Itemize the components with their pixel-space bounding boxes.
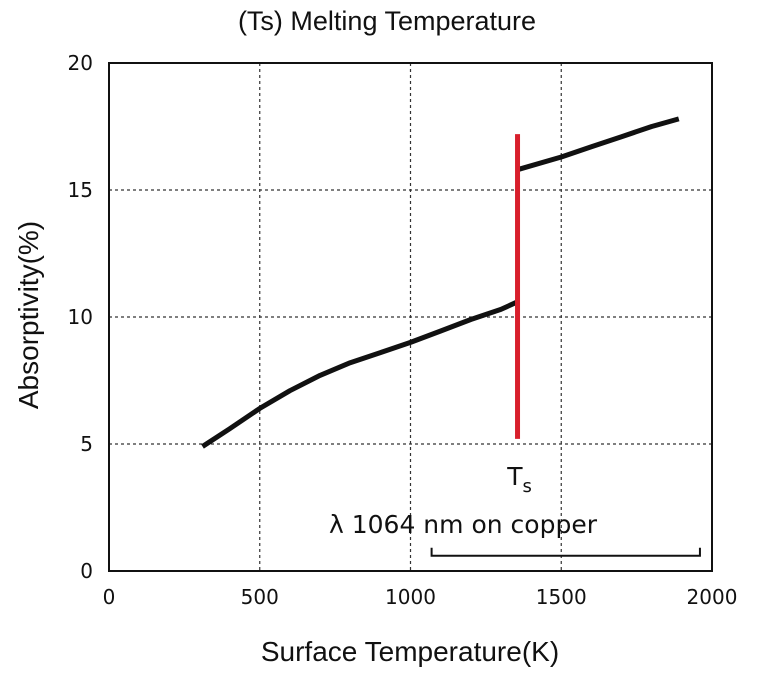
x-tick-label: 0 <box>103 585 116 609</box>
x-axis-label: Surface Temperature(K) <box>261 636 559 667</box>
y-tick-label: 20 <box>68 51 93 75</box>
x-tick-label: 1000 <box>385 585 436 609</box>
chart-title: (Ts) Melting Temperature <box>238 6 536 36</box>
y-tick-labels: 0 5 10 15 20 <box>68 51 93 583</box>
melting-point-label-sub: s <box>522 476 531 497</box>
x-tick-label: 1500 <box>536 585 587 609</box>
series-lines <box>201 116 680 449</box>
y-tick-label: 5 <box>80 432 93 456</box>
melting-point-label: Ts <box>506 462 532 497</box>
x-tick-label: 500 <box>241 585 279 609</box>
condition-annotation: λ 1064 nm on copper <box>329 510 598 539</box>
melting-point-label-main: T <box>506 462 523 491</box>
series-line-2 <box>516 116 680 173</box>
x-tick-labels: 0 500 1000 1500 2000 <box>103 585 738 609</box>
series-line-1 <box>201 299 519 449</box>
condition-bracket <box>430 547 701 557</box>
plot-frame <box>108 62 713 572</box>
y-tick-label: 0 <box>80 559 93 583</box>
x-tick-label: 2000 <box>687 585 738 609</box>
y-axis-label: Absorptivity(%) <box>13 221 44 409</box>
y-tick-label: 10 <box>68 305 93 329</box>
y-tick-label: 15 <box>68 178 93 202</box>
grid-lines <box>109 63 712 571</box>
